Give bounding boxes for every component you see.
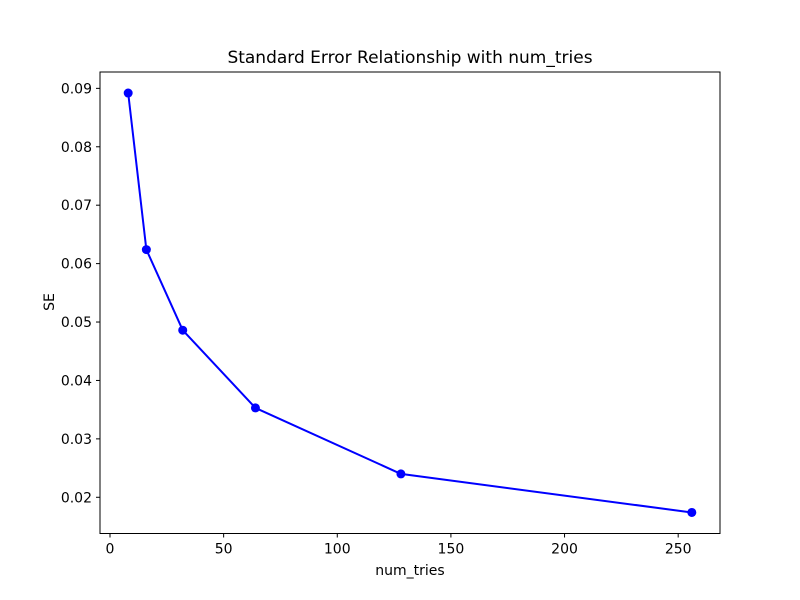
data-point-marker — [178, 325, 188, 335]
series-line — [127, 92, 693, 514]
chart-title: Standard Error Relationship with num_tri… — [227, 48, 592, 68]
x-axis-label: num_tries — [375, 563, 444, 579]
data-point-marker — [687, 507, 697, 517]
x-tick-label: 200 — [551, 542, 578, 558]
y-axis-label: SE — [42, 293, 58, 311]
x-tick-label: 100 — [324, 542, 351, 558]
x-tick-label: 250 — [665, 542, 692, 558]
data-point-marker — [123, 88, 133, 98]
plot-border — [99, 71, 721, 534]
data-series — [123, 88, 697, 517]
data-point-marker — [250, 403, 260, 413]
y-tick-label: 0.04 — [61, 373, 92, 389]
y-tick-label: 0.08 — [61, 140, 92, 156]
data-point-marker — [396, 469, 406, 479]
y-tick-label: 0.07 — [61, 198, 92, 214]
y-tick-label: 0.02 — [61, 490, 92, 506]
x-tick-label: 0 — [106, 542, 115, 558]
y-tick-label: 0.05 — [61, 315, 92, 331]
x-tick-label: 50 — [215, 542, 233, 558]
y-tick-label: 0.06 — [61, 257, 92, 273]
axis-tick-labels: 0 50 100 150 200 250 0.02 0.03 0.04 0.05 0.06 0.07 0… — [61, 81, 692, 557]
y-tick-label: 0.09 — [61, 81, 92, 97]
axis-ticks — [96, 87, 679, 538]
data-point-marker — [141, 245, 151, 255]
x-tick-label: 150 — [438, 542, 465, 558]
y-tick-label: 0.03 — [61, 432, 92, 448]
